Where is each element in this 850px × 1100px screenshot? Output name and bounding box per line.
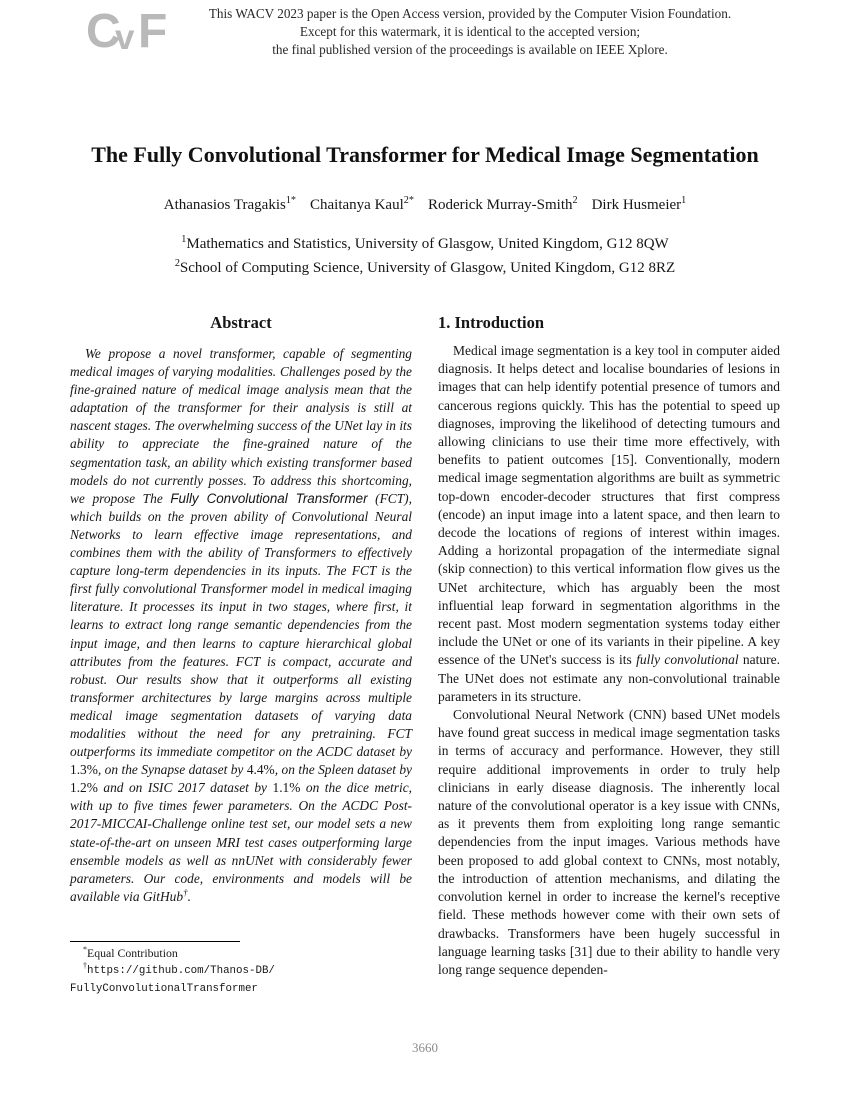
cvf-logo-letter-f: F	[138, 5, 168, 58]
introduction-paragraph-1: Medical image segmentation is a key tool…	[438, 343, 780, 704]
author-name: Roderick Murray-Smith2	[427, 195, 578, 213]
abstract-text: We propose a novel transformer, capable …	[70, 346, 412, 904]
left-column: Abstract We propose a novel transformer,…	[70, 310, 412, 979]
introduction-paragraph-2: Convolutional Neural Network (CNN) based…	[438, 707, 780, 977]
cvf-logo-letter-v: v	[115, 18, 135, 57]
footnote-github-line-2: FullyConvolutionalTransformer	[70, 980, 412, 998]
github-url-link-continued[interactable]: FullyConvolutionalTransformer	[70, 982, 258, 995]
author-name: Chaitanya Kaul2*	[310, 195, 414, 213]
asterisk-marker: *	[83, 945, 88, 955]
open-access-watermark: This WACV 2023 paper is the Open Access …	[125, 5, 815, 59]
dagger-marker: †	[83, 960, 88, 970]
affiliation-line: 1Mathematics and Statistics, University …	[181, 234, 669, 252]
affiliation-line: 2School of Computing Science, University…	[174, 257, 676, 276]
abstract-heading: Abstract	[210, 313, 272, 332]
introduction-heading: 1. Introduction	[438, 313, 545, 332]
github-url-link[interactable]: https://github.com/Thanos-DB/	[87, 964, 275, 977]
watermark-line-3: the final published version of the proce…	[272, 42, 668, 57]
author-name: Dirk Husmeier1	[591, 195, 687, 213]
watermark-line-2: Except for this watermark, it is identic…	[299, 24, 641, 39]
cvf-logo-letter-c: C	[86, 5, 121, 58]
footnote-equal-contribution: *Equal Contribution	[83, 945, 178, 960]
footnote-rule	[70, 941, 240, 942]
cvf-logo: C v F	[86, 4, 196, 66]
right-column: 1. Introduction Medical image segmentati…	[438, 310, 780, 979]
author-line: Athanasios Tragakis1* Chaitanya Kaul2* Rod…	[0, 195, 850, 214]
paper-title: The Fully Convolutional Transformer for …	[91, 142, 759, 167]
footnote-block: *Equal Contribution †https://github.com/…	[70, 941, 412, 998]
watermark-line-1: This WACV 2023 paper is the Open Access …	[208, 6, 732, 21]
two-column-body: Abstract We propose a novel transformer,…	[70, 310, 780, 979]
page-number: 3660	[412, 1040, 438, 1055]
footnote-github-line-1: †https://github.com/Thanos-DB/	[70, 960, 412, 980]
author-name: Athanasios Tragakis1*	[163, 195, 297, 213]
affiliations: 1Mathematics and Statistics, University …	[0, 233, 850, 280]
